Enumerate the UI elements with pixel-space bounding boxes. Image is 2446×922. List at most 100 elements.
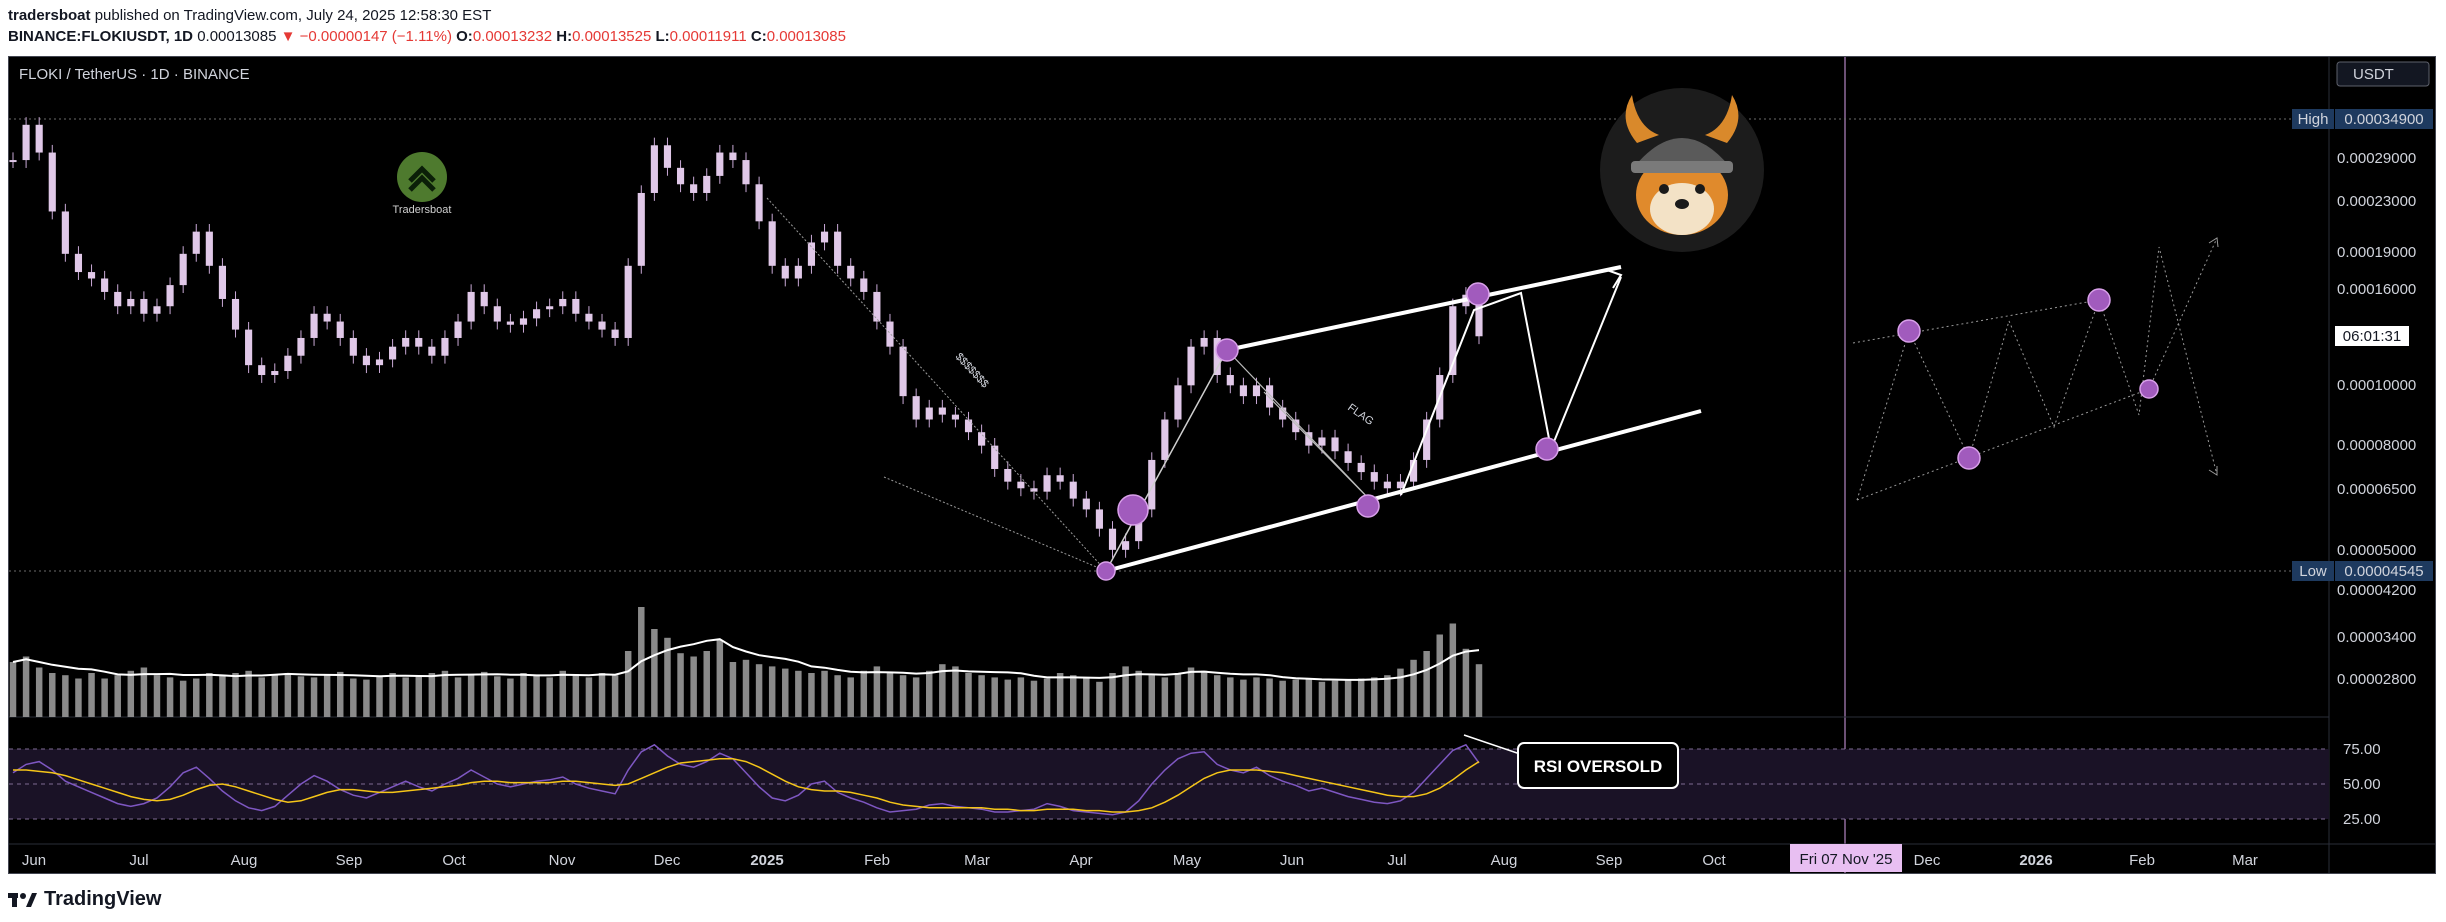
schematic-arrowhead-up xyxy=(2208,237,2219,248)
price-tick-label: 0.00004200 xyxy=(2337,582,2416,599)
time-tick-label: Mar xyxy=(2232,852,2258,869)
volume-bar xyxy=(912,677,920,717)
price-candle xyxy=(938,407,946,415)
price-candle xyxy=(506,321,514,325)
price-tick-label: 0.00008000 xyxy=(2337,437,2416,454)
price-candle xyxy=(441,337,449,356)
price-candle xyxy=(899,346,907,397)
time-tick-label: Jul xyxy=(1387,852,1406,869)
price-candle xyxy=(1069,481,1077,499)
high-badge: High 0.00034900 xyxy=(2292,109,2433,129)
rsi-callout-box xyxy=(1517,742,1679,789)
price-candle xyxy=(349,337,357,356)
price-candle xyxy=(1122,541,1130,550)
drawing-layer: $$$$$$$ FLAG RSI OVERSOLD xyxy=(766,197,2219,789)
price-candle xyxy=(127,298,135,307)
price-candle xyxy=(703,175,711,193)
volume-bar xyxy=(755,664,763,717)
price-candle xyxy=(310,313,318,338)
volume-bar xyxy=(101,678,108,717)
time-tick-label: Apr xyxy=(1069,852,1092,869)
rsi-tick-label: 50.00 xyxy=(2343,776,2381,793)
volume-bar xyxy=(611,675,619,717)
schematic-upper-line xyxy=(1852,299,2100,344)
volume-bar xyxy=(1305,678,1313,717)
volume-bar xyxy=(363,679,370,717)
price-candle xyxy=(663,145,672,168)
schematic-arrowhead-down xyxy=(2208,466,2218,476)
volume-bar xyxy=(1122,666,1129,717)
low-value: 0.00011911 xyxy=(669,28,747,45)
price-candle xyxy=(101,278,109,292)
open-value: 0.00013232 xyxy=(472,28,553,45)
rsi-ma-line xyxy=(13,758,1480,813)
price-candle xyxy=(991,445,999,469)
volume-bar xyxy=(886,673,894,717)
volume-bar xyxy=(428,673,436,717)
tradingview-logo[interactable]: TradingView xyxy=(8,888,161,911)
schematic-lower-line xyxy=(1856,388,2150,501)
low-badge-value: 0.00004545 xyxy=(2344,563,2423,580)
price-candle xyxy=(1148,459,1156,510)
volume-bar xyxy=(703,651,710,717)
price-candle xyxy=(1226,375,1234,386)
publish-line: tradersboat published on TradingView.com… xyxy=(8,7,491,24)
price-candle xyxy=(1370,472,1378,482)
volume-bar xyxy=(1357,678,1365,717)
price-candle xyxy=(245,329,253,366)
volume-bar xyxy=(1043,678,1051,717)
volume-bar xyxy=(808,673,815,717)
volume-bar xyxy=(965,673,972,717)
time-tick-label: Oct xyxy=(1702,852,1726,869)
chart-panel[interactable]: FLOKI / TetherUS · 1D · BINANCE USDT Tra… xyxy=(8,56,2436,874)
volume-bar xyxy=(768,666,776,717)
volume-bar xyxy=(1004,679,1012,717)
high-label: H: xyxy=(556,28,573,45)
price-candle xyxy=(192,231,200,254)
price-candle xyxy=(271,371,279,376)
price-candle xyxy=(74,253,83,273)
volume-bar xyxy=(1135,670,1142,717)
chart-svg[interactable]: FLOKI / TetherUS · 1D · BINANCE USDT Tra… xyxy=(9,57,2436,874)
price-candle xyxy=(336,321,344,338)
price-candle xyxy=(22,124,30,161)
author-name[interactable]: tradersboat xyxy=(8,7,91,24)
price-candle xyxy=(637,192,645,266)
price-candle xyxy=(964,419,973,433)
price-candle xyxy=(1017,481,1025,489)
volume-bar xyxy=(245,670,252,717)
price-candle xyxy=(402,337,410,347)
price-candle xyxy=(611,329,619,338)
rsi-callout-label: RSI OVERSOLD xyxy=(1534,757,1662,776)
volume-bar xyxy=(991,677,998,717)
volume-bar xyxy=(1292,679,1299,717)
symbol-label: BINANCE:FLOKIUSDT, 1D xyxy=(8,28,194,45)
volume-bar xyxy=(821,670,828,717)
price-candle xyxy=(847,265,855,279)
volume-bar xyxy=(402,677,409,717)
volume-bar xyxy=(782,668,789,717)
price-candle xyxy=(1357,462,1365,473)
price-candle xyxy=(533,309,541,319)
price-candle xyxy=(1305,432,1313,446)
currency-button[interactable] xyxy=(2336,61,2430,87)
pivot-markers xyxy=(1096,282,2159,581)
price-candle xyxy=(1108,528,1117,550)
price-candle xyxy=(166,285,174,307)
price-candle xyxy=(598,321,606,330)
currency-button-label[interactable]: USDT xyxy=(2353,66,2394,83)
price-candle xyxy=(375,359,384,366)
countdown-badge: 06:01:31 xyxy=(2335,326,2409,346)
price-candle xyxy=(1423,419,1431,460)
time-tick-label: Oct xyxy=(442,852,466,869)
price-candle xyxy=(179,253,187,286)
time-tick-label: Feb xyxy=(864,852,890,869)
price-candle xyxy=(860,278,868,292)
price-candle xyxy=(886,321,894,347)
high-badge-label: High xyxy=(2298,111,2329,128)
volume-bar xyxy=(873,666,881,717)
volume-bar xyxy=(88,673,95,717)
volume-bar xyxy=(1423,651,1430,717)
volume-bar xyxy=(1096,681,1103,717)
rsi-tick-label: 75.00 xyxy=(2343,741,2381,758)
